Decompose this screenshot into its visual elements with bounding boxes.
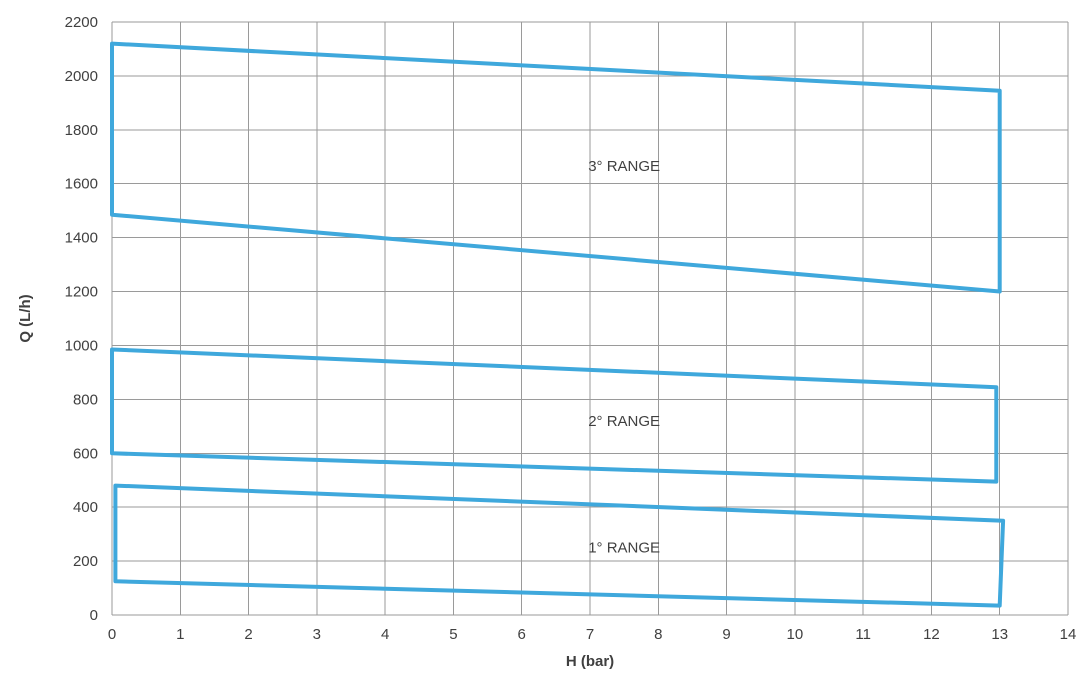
x-axis-title: H (bar)	[566, 653, 614, 670]
y-tick-label-2: 400	[73, 499, 98, 516]
y-axis-ticks: 0 200 400 600 800 1000 1200 1400 1600 1800 2000 220…	[65, 14, 98, 624]
y-tick-label-10: 2000	[65, 68, 98, 85]
range-regions	[110, 41, 1006, 608]
y-tick-label-0: 0	[90, 607, 98, 624]
x-tick-label-10: 10	[787, 626, 804, 643]
y-tick-label-8: 1600	[65, 176, 98, 193]
x-tick-label-5: 5	[449, 626, 457, 643]
x-tick-label-8: 8	[654, 626, 662, 643]
y-axis-title: Q (L/h)	[17, 294, 34, 342]
x-tick-label-0: 0	[108, 626, 116, 643]
y-tick-label-11: 2200	[65, 14, 98, 31]
y-tick-label-6: 1200	[65, 284, 98, 301]
x-tick-label-7: 7	[586, 626, 594, 643]
y-tick-label-5: 1000	[65, 337, 98, 354]
y-tick-label-9: 1800	[65, 122, 98, 139]
x-tick-label-6: 6	[518, 626, 526, 643]
range-region-1	[113, 483, 1006, 608]
y-tick-label-3: 600	[73, 445, 98, 462]
range-region-2	[110, 347, 999, 484]
range-region-3	[110, 41, 1002, 294]
x-tick-label-14: 14	[1060, 626, 1077, 643]
x-tick-label-12: 12	[923, 626, 940, 643]
range-label-2: 2° RANGE	[588, 413, 660, 430]
y-tick-label-4: 800	[73, 391, 98, 408]
x-tick-label-11: 11	[855, 626, 871, 643]
x-tick-label-3: 3	[313, 626, 321, 643]
x-tick-label-9: 9	[722, 626, 730, 643]
grid	[111, 21, 1069, 616]
x-tick-label-1: 1	[176, 626, 184, 643]
range-labels: 1° RANGE 2° RANGE 3° RANGE	[588, 158, 660, 556]
range-label-1: 1° RANGE	[588, 540, 660, 557]
range-label-3: 3° RANGE	[588, 158, 660, 175]
y-tick-label-7: 1400	[65, 230, 98, 247]
x-tick-label-2: 2	[244, 626, 252, 643]
y-tick-label-1: 200	[73, 553, 98, 570]
x-tick-label-13: 13	[991, 626, 1008, 643]
x-axis-ticks: 0 1 2 3 4 5 6 7 8 9 10 11 12 13 14	[108, 626, 1077, 643]
x-tick-label-4: 4	[381, 626, 389, 643]
